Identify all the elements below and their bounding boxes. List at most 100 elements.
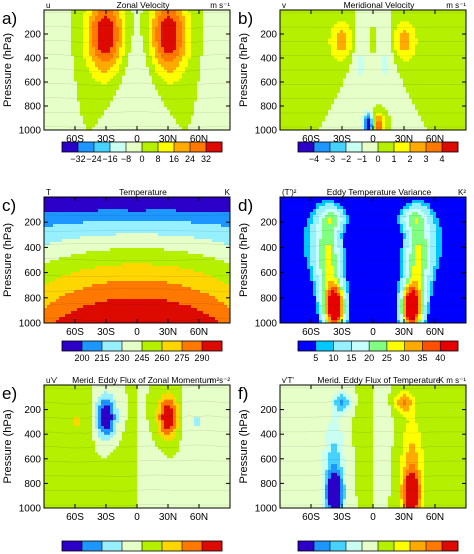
- heatmap-cell: [379, 15, 383, 20]
- heatmap-cell: [47, 107, 51, 111]
- heatmap-cell: [218, 50, 222, 54]
- heatmap-cell: [427, 124, 431, 128]
- heatmap-cell: [367, 107, 371, 111]
- heatmap-cell: [304, 44, 308, 48]
- heatmap-cell: [224, 47, 228, 51]
- heatmap-cell: [65, 18, 69, 23]
- heatmap-cell: [47, 24, 51, 28]
- heatmap-cell: [146, 61, 150, 65]
- heatmap-cell: [313, 38, 317, 43]
- heatmap-cell: [119, 58, 123, 63]
- heatmap-cell: [155, 18, 159, 23]
- heatmap-cell: [373, 18, 377, 23]
- heatmap-cell: [346, 15, 350, 20]
- heatmap-cell: [397, 44, 401, 48]
- heatmap-cell: [445, 15, 449, 20]
- heatmap-cell: [200, 95, 204, 100]
- heatmap-cell: [304, 127, 308, 130]
- heatmap-cell: [116, 41, 120, 45]
- heatmap-cell: [406, 121, 410, 125]
- heatmap-cell: [191, 84, 195, 88]
- heatmap-cell: [104, 90, 108, 94]
- heatmap-cell: [221, 12, 225, 17]
- heatmap-cell: [197, 32, 201, 37]
- heatmap-cell: [149, 118, 153, 123]
- heatmap-cell: [373, 41, 377, 45]
- heatmap-cell: [433, 61, 437, 65]
- heatmap-cell: [397, 110, 401, 114]
- heatmap-cell: [146, 30, 150, 34]
- heatmap-cell: [442, 72, 446, 77]
- heatmap-cell: [445, 18, 449, 23]
- heatmap-cell: [122, 95, 126, 100]
- heatmap-cell: [179, 78, 183, 83]
- heatmap-cell: [340, 47, 344, 51]
- heatmap-cell: [424, 124, 428, 128]
- heatmap-cell: [158, 58, 162, 63]
- heatmap-cell: [373, 118, 377, 123]
- heatmap-cell: [122, 110, 126, 114]
- heatmap-cell: [47, 38, 51, 43]
- heatmap-cell: [292, 44, 296, 48]
- heatmap-cell: [382, 112, 386, 117]
- heatmap-cell: [206, 95, 210, 100]
- heatmap-cell: [125, 70, 129, 74]
- heatmap-cell: [92, 107, 96, 111]
- heatmap-cell: [149, 64, 153, 68]
- heatmap-cell: [403, 124, 407, 128]
- heatmap-cell: [376, 44, 380, 48]
- heatmap-cell: [188, 124, 192, 128]
- heatmap-cell: [59, 121, 63, 125]
- heatmap-cell: [430, 75, 434, 80]
- heatmap-cell: [83, 78, 87, 83]
- heatmap-cell: [206, 98, 210, 103]
- heatmap-cell: [119, 64, 123, 68]
- heatmap-cell: [376, 10, 380, 14]
- heatmap-cell: [83, 12, 87, 17]
- heatmap-cell: [107, 64, 111, 68]
- heatmap-cell: [379, 112, 383, 117]
- heatmap-cell: [394, 64, 398, 68]
- heatmap-cell: [427, 110, 431, 114]
- heatmap-cell: [131, 27, 135, 31]
- heatmap-cell: [331, 121, 335, 125]
- heatmap-cell: [409, 27, 413, 31]
- heatmap-cell: [286, 124, 290, 128]
- heatmap-cell: [56, 67, 60, 71]
- heatmap-cell: [304, 84, 308, 88]
- heatmap-cell: [140, 10, 144, 14]
- heatmap-cell: [343, 64, 347, 68]
- heatmap-cell: [397, 112, 401, 117]
- heatmap-cell: [418, 41, 422, 45]
- heatmap-cell: [286, 72, 290, 77]
- heatmap-cell: [370, 81, 374, 85]
- heatmap-cell: [149, 70, 153, 74]
- heatmap-cell: [200, 78, 204, 83]
- heatmap-cell: [134, 24, 138, 28]
- heatmap-cell: [47, 55, 51, 60]
- heatmap-cell: [80, 50, 84, 54]
- heatmap-cell: [349, 70, 353, 74]
- heatmap-cell: [397, 70, 401, 74]
- heatmap-cell: [47, 32, 51, 37]
- heatmap-cell: [137, 27, 141, 31]
- heatmap-cell: [289, 90, 293, 94]
- heatmap-cell: [170, 55, 174, 60]
- heatmap-cell: [194, 75, 198, 80]
- heatmap-cell: [364, 30, 368, 34]
- heatmap-cell: [433, 67, 437, 71]
- heatmap-cell: [382, 75, 386, 80]
- heatmap-cell: [382, 44, 386, 48]
- heatmap-cell: [430, 121, 434, 125]
- heatmap-cell: [89, 52, 93, 57]
- heatmap-cell: [164, 32, 168, 37]
- heatmap-cell: [161, 112, 165, 117]
- heatmap-cell: [295, 64, 299, 68]
- heatmap-cell: [143, 50, 147, 54]
- heatmap-cell: [59, 30, 63, 34]
- heatmap-cell: [185, 10, 189, 14]
- heatmap-cell: [173, 64, 177, 68]
- heatmap-cell: [328, 58, 332, 63]
- heatmap-cell: [418, 21, 422, 25]
- heatmap-cell: [373, 30, 377, 34]
